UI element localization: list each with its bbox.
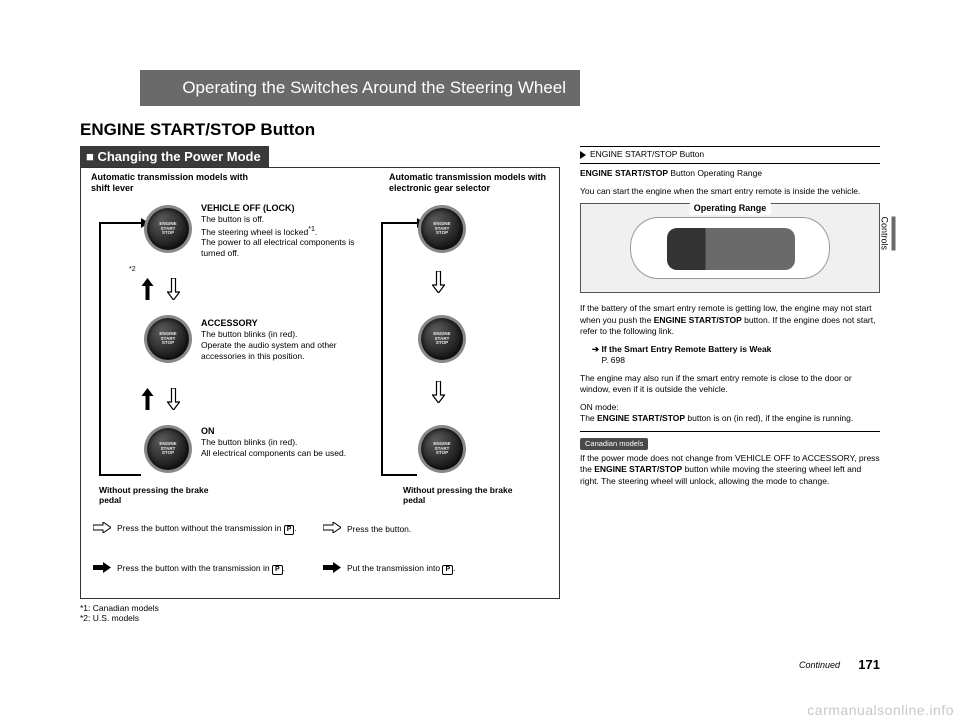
bracket-left	[99, 222, 141, 476]
arrow-right-solid-icon	[93, 562, 111, 576]
sidebar-para-3: If the battery of the smart entry remote…	[580, 303, 880, 337]
state-body: The button blinks (in red).	[201, 329, 369, 340]
page-title: ENGINE START/STOP Button	[80, 120, 880, 140]
sidebar-link: ➔ If the Smart Entry Remote Battery is W…	[580, 344, 880, 367]
state-on: ON The button blinks (in red). All elect…	[201, 426, 369, 459]
legend-row-1: Press the button without the transmissio…	[93, 522, 547, 538]
arrow-down-icon	[432, 271, 445, 293]
power-mode-diagram: Automatic transmission models with shift…	[80, 167, 560, 599]
engine-button-icon: ENGINESTARTSTOP	[421, 318, 463, 360]
state-body: The button is off.	[201, 214, 369, 225]
manual-page: Operating the Switches Around the Steeri…	[80, 70, 880, 670]
arrow-up-icon	[141, 278, 154, 300]
arrow-down-icon	[432, 381, 445, 403]
legend-text: Put the transmission into P.	[347, 563, 547, 575]
arrow-right-outline-icon	[93, 522, 111, 536]
state-body: The steering wheel is locked*1.	[201, 225, 369, 237]
sidebar-para-6: If the power mode does not change from V…	[580, 453, 880, 487]
side-tab-controls: Controls	[880, 216, 896, 250]
chevron-right-icon	[580, 151, 586, 159]
car-outline-icon	[630, 217, 830, 279]
model-badge: Canadian models	[580, 438, 648, 450]
legend-text: Press the button with the transmission i…	[117, 563, 317, 575]
state-body: The power to all electrical components i…	[201, 237, 369, 258]
model-header-right: Automatic transmission models with elect…	[389, 172, 549, 194]
engine-button-icon: ENGINESTARTSTOP	[421, 208, 463, 250]
footnotes: *1: Canadian models *2: U.S. models	[80, 603, 560, 623]
footnote-1: *1: Canadian models	[80, 603, 560, 613]
left-column: Changing the Power Mode Automatic transm…	[80, 146, 560, 623]
arrow-down-icon	[167, 278, 180, 300]
state-body: The button blinks (in red).	[201, 437, 369, 448]
legend-row-2: Press the button with the transmission i…	[93, 562, 547, 578]
engine-button-icon: ENGINESTARTSTOP	[421, 428, 463, 470]
engine-button-icon: ENGINESTARTSTOP	[147, 208, 189, 250]
operating-range-figure: Operating Range	[580, 203, 880, 293]
arrow-right-outline-icon	[323, 522, 341, 536]
sidebar-para-4: The engine may also run if the smart ent…	[580, 373, 880, 396]
legend-text: Press the button without the transmissio…	[117, 523, 317, 535]
state-body: Operate the audio system and other acces…	[201, 340, 369, 361]
page-number: 171	[858, 657, 880, 672]
engine-button-icon: ENGINESTARTSTOP	[147, 428, 189, 470]
pedal-note-right: Without pressing the brake pedal	[403, 486, 523, 506]
model-header-left: Automatic transmission models with shift…	[91, 172, 251, 194]
subsection-title: Changing the Power Mode	[80, 146, 269, 167]
link-arrow-icon: ➔	[592, 344, 599, 354]
watermark: carmanualsonline.info	[807, 702, 954, 718]
arrow-up-icon	[141, 388, 154, 410]
sidebar-para-1: ENGINE START/STOP Button Operating Range	[580, 168, 880, 179]
arrow-down-icon	[167, 388, 180, 410]
sidebar-para-5: ON mode: The ENGINE START/STOP button is…	[580, 402, 880, 425]
footnote-marker-2: *2	[129, 266, 136, 273]
pedal-note-left: Without pressing the brake pedal	[99, 486, 219, 506]
sidebar-para-2: You can start the engine when the smart …	[580, 186, 880, 197]
arrow-right-solid-icon	[323, 562, 341, 576]
bracket-right	[381, 222, 417, 476]
footnote-2: *2: U.S. models	[80, 613, 560, 623]
chapter-banner: Operating the Switches Around the Steeri…	[140, 70, 580, 106]
legend-text: Press the button.	[347, 524, 547, 535]
state-vehicle-off: VEHICLE OFF (LOCK) The button is off. Th…	[201, 203, 369, 259]
car-interior-shading	[667, 228, 795, 270]
state-body: All electrical components can be used.	[201, 448, 369, 459]
sidebar-header-text: ENGINE START/STOP Button	[590, 149, 704, 160]
engine-button-icon: ENGINESTARTSTOP	[147, 318, 189, 360]
state-title: ACCESSORY	[201, 318, 369, 329]
operating-range-label: Operating Range	[690, 202, 771, 214]
continued-label: Continued	[799, 660, 840, 670]
sidebar-header: ENGINE START/STOP Button	[580, 146, 880, 162]
state-title: ON	[201, 426, 369, 437]
sidebar-body: ENGINE START/STOP Button Operating Range…	[580, 168, 880, 487]
state-accessory: ACCESSORY The button blinks (in red). Op…	[201, 318, 369, 361]
state-title: VEHICLE OFF (LOCK)	[201, 203, 369, 214]
right-column: ENGINE START/STOP Button ENGINE START/ST…	[580, 146, 880, 623]
